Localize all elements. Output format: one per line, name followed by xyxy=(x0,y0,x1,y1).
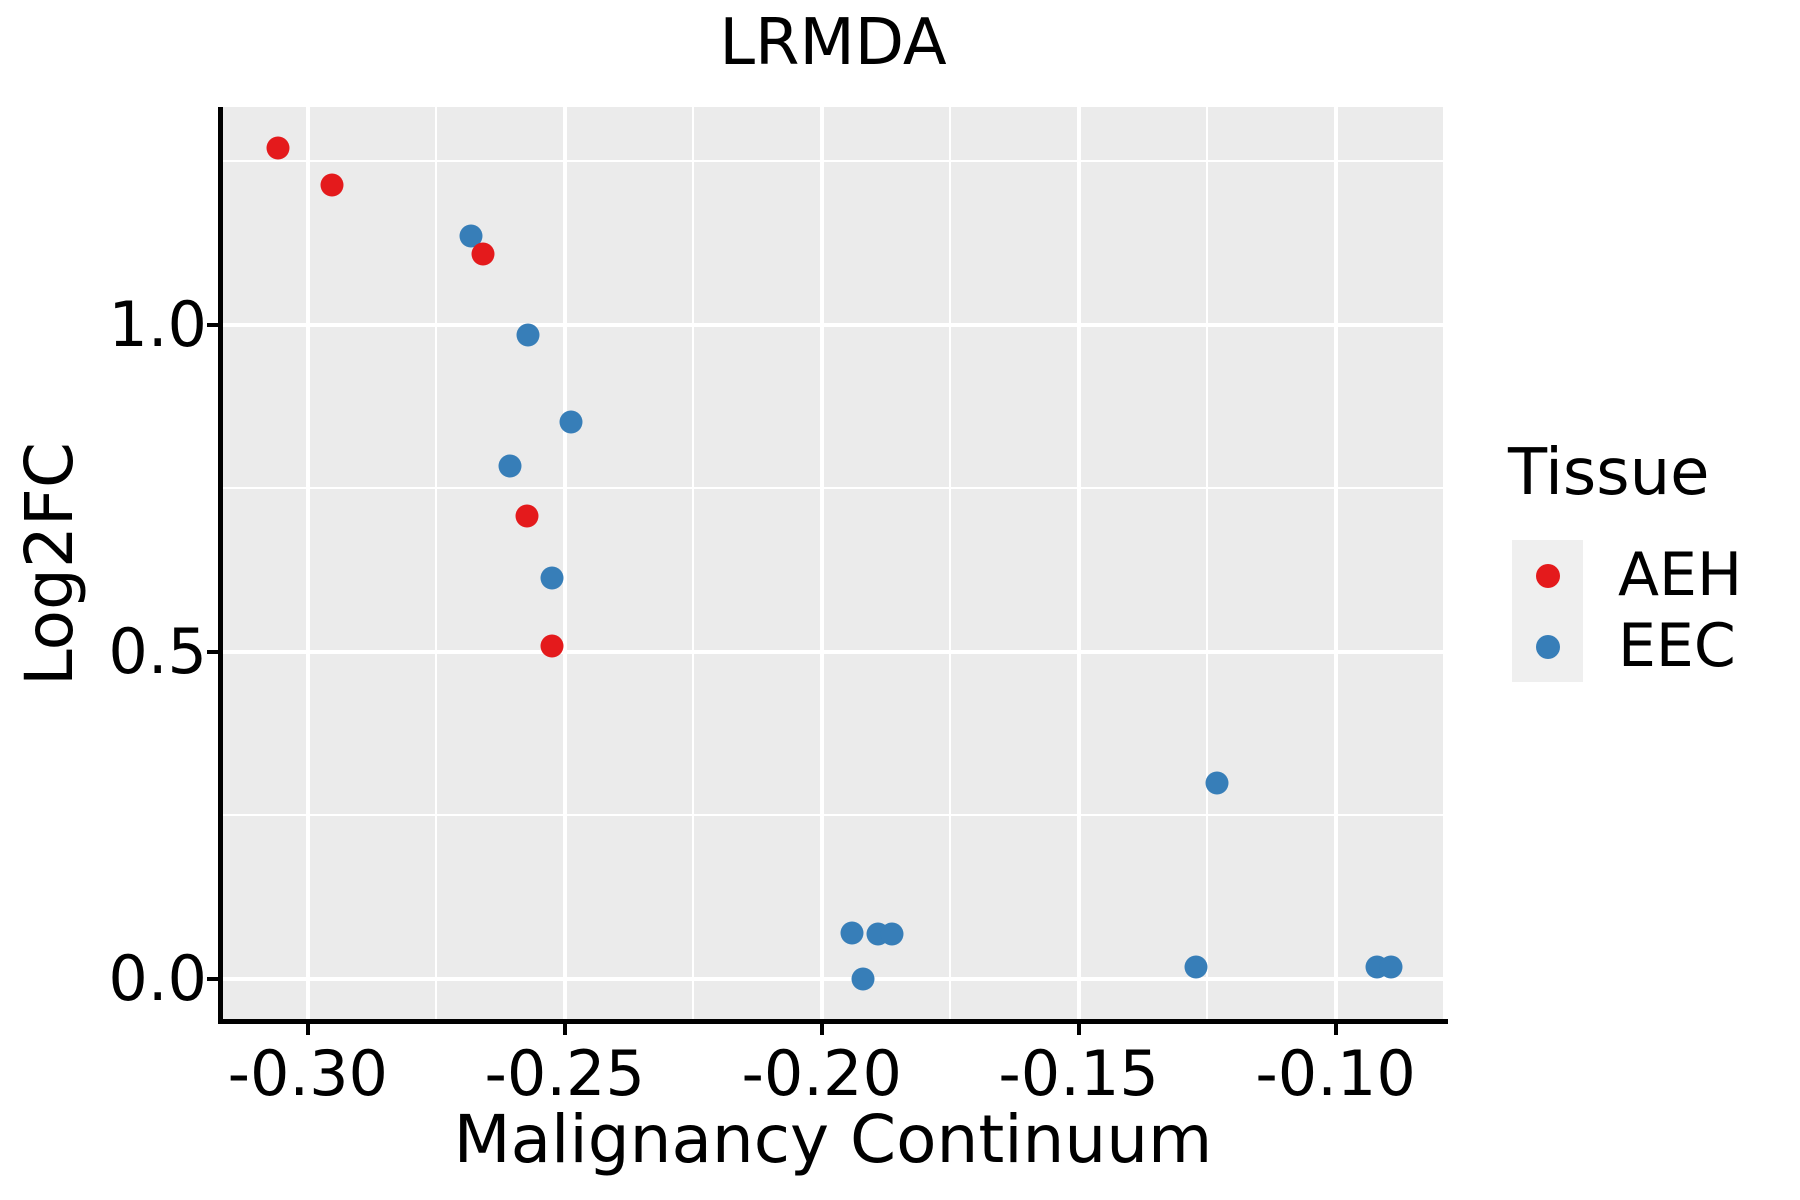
plot-title: LRMDA xyxy=(719,6,947,80)
gridline-minor-vertical xyxy=(1206,107,1209,1019)
plot-panel xyxy=(223,107,1443,1019)
data-point-eec xyxy=(851,967,875,991)
gridline-major-vertical xyxy=(1333,107,1338,1019)
gridline-minor-horizontal xyxy=(223,487,1443,490)
y-tick-label: 0.0 xyxy=(108,941,207,1015)
x-tick-label: -0.15 xyxy=(998,1037,1159,1110)
legend-key-aeh xyxy=(1512,540,1583,611)
legend-label-aeh: AEH xyxy=(1618,540,1743,610)
data-point-eec xyxy=(1184,955,1208,979)
data-point-eec xyxy=(516,323,540,347)
data-point-eec xyxy=(559,410,583,434)
y-tick-mark xyxy=(207,976,218,981)
x-tick-mark xyxy=(1076,1024,1081,1035)
gridline-major-vertical xyxy=(1076,107,1081,1019)
x-tick-label: -0.25 xyxy=(484,1037,645,1110)
x-tick-label: -0.10 xyxy=(1255,1037,1416,1110)
x-tick-mark xyxy=(819,1024,824,1035)
data-point-aeh xyxy=(471,242,495,266)
y-axis-title: Log2FC xyxy=(11,442,88,686)
gridline-minor-horizontal xyxy=(223,814,1443,817)
x-tick-mark xyxy=(562,1024,567,1035)
legend-label-eec: EEC xyxy=(1618,611,1736,681)
x-tick-label: -0.20 xyxy=(741,1037,902,1110)
legend-title: Tissue xyxy=(1508,436,1710,510)
gridline-major-vertical xyxy=(562,107,567,1019)
y-tick-mark xyxy=(207,322,218,327)
legend-key-eec xyxy=(1512,611,1583,682)
x-axis-line xyxy=(218,1019,1448,1024)
y-axis-line xyxy=(218,107,223,1024)
data-point-eec xyxy=(1205,771,1229,795)
legend-dot-eec-icon xyxy=(1535,634,1560,659)
data-point-eec xyxy=(1379,955,1403,979)
gridline-minor-horizontal xyxy=(223,160,1443,163)
y-tick-mark xyxy=(207,649,218,654)
data-point-eec xyxy=(459,224,483,248)
data-point-eec xyxy=(840,921,863,945)
data-point-aeh xyxy=(515,504,539,528)
data-point-eec xyxy=(498,454,522,478)
x-tick-mark xyxy=(1333,1024,1338,1035)
x-tick-label: -0.30 xyxy=(227,1037,388,1110)
y-tick-label: 1.0 xyxy=(108,287,207,361)
legend-dot-aeh-icon xyxy=(1535,563,1560,588)
gridline-major-vertical xyxy=(305,107,310,1019)
gridline-minor-vertical xyxy=(435,107,438,1019)
gridline-major-horizontal xyxy=(223,976,1443,981)
gridline-major-vertical xyxy=(819,107,824,1019)
gridline-major-horizontal xyxy=(223,649,1443,654)
y-tick-label: 0.5 xyxy=(108,614,207,688)
data-point-aeh xyxy=(540,634,564,658)
gridline-major-horizontal xyxy=(223,322,1443,327)
data-point-aeh xyxy=(320,173,344,197)
x-tick-mark xyxy=(305,1024,310,1035)
gridline-minor-vertical xyxy=(949,107,952,1019)
gridline-minor-vertical xyxy=(692,107,695,1019)
data-point-aeh xyxy=(266,136,290,160)
data-point-eec xyxy=(880,922,904,946)
data-point-eec xyxy=(540,566,564,590)
x-axis-title: Malignancy Continuum xyxy=(453,1101,1213,1178)
